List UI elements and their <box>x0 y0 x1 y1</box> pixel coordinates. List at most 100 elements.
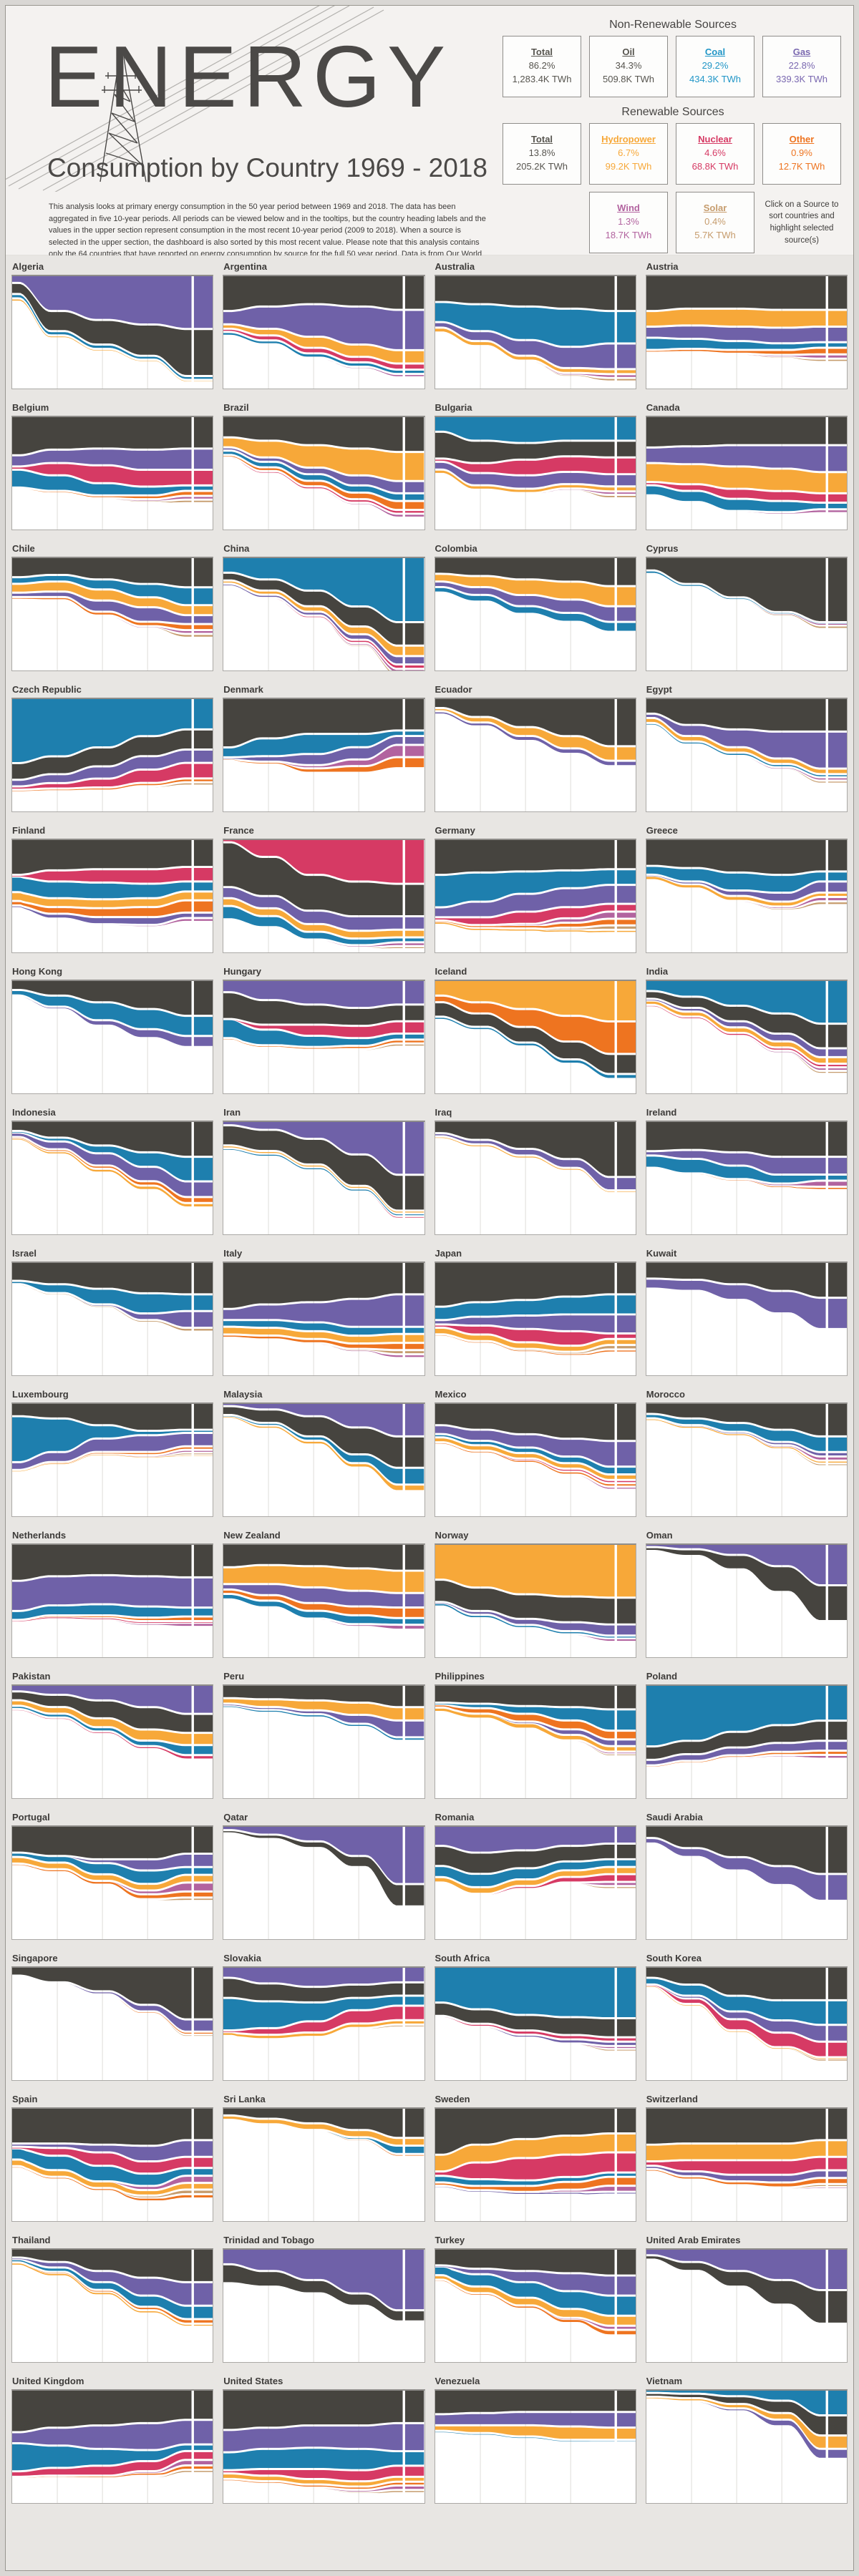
band-gas[interactable] <box>12 2421 213 2449</box>
country-chart[interactable] <box>223 1121 425 1235</box>
country-chart[interactable] <box>434 2107 636 2222</box>
country-chart[interactable] <box>223 1262 425 1376</box>
band-hydro[interactable] <box>646 309 847 327</box>
band-wind[interactable] <box>12 1619 213 1626</box>
country-chart[interactable] <box>223 557 425 671</box>
card-oil[interactable]: Oil 34.3% 509.8K TWh <box>589 36 668 97</box>
band-gas[interactable] <box>223 1404 424 1435</box>
band-coal[interactable] <box>435 303 636 346</box>
band-wind[interactable] <box>646 352 847 358</box>
band-gas[interactable] <box>223 1295 424 1326</box>
band-nuclear[interactable] <box>223 329 424 369</box>
band-oil[interactable] <box>435 2109 636 2154</box>
band-gas[interactable] <box>12 1285 213 1327</box>
band-other[interactable] <box>646 348 847 354</box>
band-oil[interactable] <box>223 1263 424 1308</box>
country-chart[interactable] <box>11 1121 214 1235</box>
band-gas[interactable] <box>12 592 213 623</box>
band-hydro[interactable] <box>435 1708 636 1751</box>
band-other[interactable] <box>435 1335 636 1355</box>
band-hydro[interactable] <box>223 581 424 655</box>
country-chart[interactable] <box>645 416 848 530</box>
band-coal[interactable] <box>435 1860 636 1886</box>
country-chart[interactable] <box>223 1402 425 1517</box>
band-oil[interactable] <box>12 1263 213 1294</box>
band-gas[interactable] <box>646 2167 847 2182</box>
band-coal[interactable] <box>12 470 213 494</box>
band-oil[interactable] <box>12 1404 213 1430</box>
country-chart[interactable] <box>11 2107 214 2222</box>
card-nuclear[interactable]: Nuclear 4.6% 68.8K TWh <box>676 123 754 185</box>
band-gas[interactable] <box>223 2424 424 2451</box>
country-chart[interactable] <box>434 2248 636 2363</box>
band-oil[interactable] <box>12 2391 213 2431</box>
band-coal[interactable] <box>646 1686 847 1746</box>
band-coal[interactable] <box>12 991 213 1035</box>
band-hydro[interactable] <box>435 2276 636 2325</box>
country-chart[interactable] <box>11 557 214 671</box>
band-coal[interactable] <box>223 1020 424 1046</box>
band-oil[interactable] <box>223 1979 424 2001</box>
band-coal[interactable] <box>223 333 424 374</box>
band-other[interactable] <box>435 2177 636 2191</box>
band-gas[interactable] <box>435 323 636 369</box>
band-nuclear[interactable] <box>12 2451 213 2476</box>
band-coal[interactable] <box>646 1979 847 2024</box>
band-oil[interactable] <box>223 2391 424 2429</box>
band-hydro[interactable] <box>223 438 424 480</box>
band-hydro[interactable] <box>12 1858 213 1890</box>
band-coal[interactable] <box>646 981 847 1023</box>
band-hydro[interactable] <box>646 464 847 492</box>
band-hydro[interactable] <box>223 1327 424 1342</box>
band-other[interactable] <box>435 2280 636 2335</box>
card-solar[interactable]: Solar 0.4% 5.7K TWh <box>676 192 754 253</box>
country-chart[interactable] <box>434 1684 636 1799</box>
country-chart[interactable] <box>11 1543 214 1658</box>
band-oil[interactable] <box>223 1126 424 1210</box>
band-nuclear[interactable] <box>223 2006 424 2034</box>
band-hydro[interactable] <box>435 575 636 605</box>
country-chart[interactable] <box>11 1262 214 1376</box>
band-gas[interactable] <box>12 1434 213 1469</box>
band-oil[interactable] <box>646 699 847 731</box>
country-chart[interactable] <box>434 1825 636 1940</box>
band-hydro[interactable] <box>646 1001 847 1063</box>
band-coal[interactable] <box>646 1415 847 1451</box>
band-nuclear[interactable] <box>435 904 636 924</box>
band-coal[interactable] <box>223 558 424 621</box>
band-nuclear[interactable] <box>646 483 847 502</box>
band-hydro[interactable] <box>646 877 847 906</box>
band-gas[interactable] <box>223 1968 424 1986</box>
country-chart[interactable] <box>11 839 214 953</box>
band-coal[interactable] <box>12 1605 213 1619</box>
country-chart[interactable] <box>223 1684 425 1799</box>
band-coal[interactable] <box>12 2149 213 2185</box>
band-coal[interactable] <box>12 2444 213 2471</box>
country-chart[interactable] <box>223 2107 425 2222</box>
country-chart[interactable] <box>434 557 636 671</box>
band-solar[interactable] <box>435 922 636 930</box>
country-chart[interactable] <box>645 980 848 1094</box>
band-hydro[interactable] <box>435 2426 636 2439</box>
band-hydro[interactable] <box>646 2141 847 2161</box>
card-gas[interactable]: Gas 22.8% 339.3K TWh <box>762 36 841 97</box>
band-oil[interactable] <box>12 730 213 779</box>
band-nuclear[interactable] <box>12 464 213 486</box>
band-nuclear[interactable] <box>646 2157 847 2174</box>
band-coal[interactable] <box>435 2173 636 2185</box>
band-gas[interactable] <box>12 276 213 328</box>
band-gas[interactable] <box>646 1839 847 1900</box>
country-chart[interactable] <box>645 1543 848 1658</box>
band-nuclear[interactable] <box>435 1875 636 1896</box>
band-oil[interactable] <box>435 1581 636 1624</box>
band-oil[interactable] <box>12 283 213 376</box>
band-oil[interactable] <box>435 2391 636 2414</box>
band-oil[interactable] <box>435 1844 636 1873</box>
band-coal[interactable] <box>435 587 636 631</box>
band-other[interactable] <box>435 996 636 1053</box>
band-coal[interactable] <box>435 1435 636 1473</box>
band-gas[interactable] <box>223 2250 424 2310</box>
band-oil[interactable] <box>223 1545 424 1570</box>
band-coal[interactable] <box>223 1321 424 1335</box>
country-chart[interactable] <box>11 1684 214 1799</box>
